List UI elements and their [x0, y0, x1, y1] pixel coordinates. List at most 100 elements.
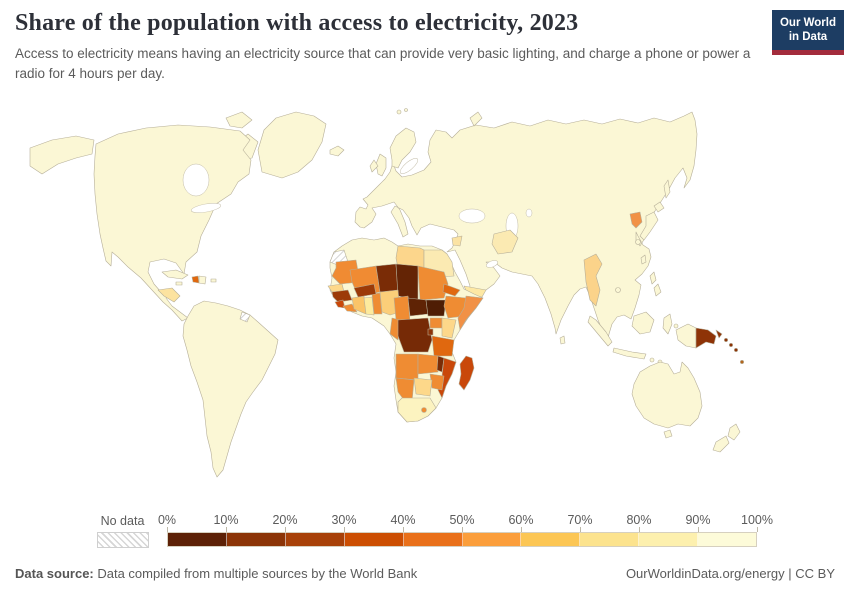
region-sulawesi[interactable]	[662, 313, 673, 335]
region-papua-new-guinea[interactable]	[695, 327, 717, 349]
region-togo-benin[interactable]	[371, 292, 383, 315]
region-zambia[interactable]	[417, 353, 439, 375]
region-taiwan[interactable]	[640, 254, 647, 265]
region-iceland[interactable]	[329, 145, 345, 157]
legend-bin-70-80%[interactable]	[580, 533, 640, 546]
region-canadian-arctic[interactable]	[225, 111, 253, 129]
region-central-african-republic[interactable]	[407, 297, 429, 317]
region-new-zealand-north[interactable]	[727, 423, 741, 441]
region-jamaica[interactable]	[175, 281, 183, 286]
region-haiti[interactable]	[191, 275, 200, 284]
region-afghanistan[interactable]	[491, 229, 519, 255]
region-svalbard[interactable]	[396, 109, 402, 115]
region-syria[interactable]	[451, 235, 463, 247]
region-japan-hokkaido[interactable]	[653, 201, 665, 213]
region-eritrea[interactable]	[442, 283, 461, 297]
region-new-guinea-west[interactable]	[675, 323, 697, 349]
region-south-africa[interactable]	[397, 397, 437, 423]
region-puerto-rico[interactable]	[210, 278, 217, 283]
region-tanzania[interactable]	[431, 335, 455, 357]
legend-bin-60-70%[interactable]	[521, 533, 581, 546]
region-greenland[interactable]	[257, 111, 327, 179]
legend-tick-label: 10%	[213, 513, 239, 527]
region-congo[interactable]	[389, 317, 401, 341]
region-central-america[interactable]	[157, 287, 181, 303]
legend-bin-20-30%[interactable]	[285, 533, 345, 546]
region-angola[interactable]	[395, 353, 419, 381]
region-liberia[interactable]	[342, 303, 358, 313]
owid-logo-line2: in Data	[788, 31, 828, 44]
region-somalia[interactable]	[457, 295, 484, 331]
legend-tick-label: 30%	[331, 513, 357, 527]
region-myanmar[interactable]	[583, 253, 603, 307]
region-scandinavia[interactable]	[389, 127, 417, 169]
legend-tick-mark	[226, 527, 227, 532]
world-map[interactable]	[0, 98, 850, 513]
region-java[interactable]	[612, 347, 647, 360]
region-eurasia[interactable]	[354, 111, 698, 344]
region-madagascar[interactable]	[458, 355, 475, 391]
region-australia[interactable]	[631, 361, 703, 429]
region-new-britain[interactable]	[715, 329, 723, 339]
region-lesotho[interactable]	[421, 407, 427, 413]
region-novaya-zemlya[interactable]	[469, 111, 483, 127]
region-japan-kyushu[interactable]	[635, 239, 641, 245]
region-burkina-faso[interactable]	[353, 283, 377, 298]
region-botswana[interactable]	[413, 377, 433, 397]
region-cuba[interactable]	[161, 269, 189, 280]
region-kenya[interactable]	[441, 317, 457, 339]
region-uganda[interactable]	[429, 317, 443, 329]
chart-header: Share of the population with access to e…	[15, 10, 775, 83]
owid-link[interactable]: OurWorldinData.org/energy | CC BY	[625, 566, 835, 581]
legend-bin-0-10%[interactable]	[168, 533, 227, 546]
legend-bin-30-40%[interactable]	[344, 533, 404, 546]
legend-bin-90-100%[interactable]	[698, 533, 757, 546]
legend-bin-10-20%[interactable]	[226, 533, 286, 546]
region-drc[interactable]	[397, 317, 433, 353]
region-cameroon[interactable]	[393, 295, 411, 323]
region-french-guiana[interactable]	[239, 311, 251, 323]
region-alaska[interactable]	[29, 135, 95, 175]
chart-footer: Data source: Data compiled from multiple…	[15, 566, 835, 581]
world-map-container	[0, 98, 850, 513]
region-hainan[interactable]	[615, 287, 621, 293]
owid-logo[interactable]: Our World in Data	[772, 10, 844, 55]
region-ghana[interactable]	[363, 296, 375, 316]
legend-tick-label: 80%	[626, 513, 652, 527]
legend-bin-50-60%[interactable]	[462, 533, 522, 546]
region-moluccas[interactable]	[673, 323, 679, 329]
region-dominican-republic[interactable]	[198, 275, 207, 285]
region-ireland[interactable]	[369, 159, 379, 173]
region-svalbard[interactable]	[404, 108, 408, 112]
region-tasmania[interactable]	[663, 429, 673, 439]
legend-bin-80-90%[interactable]	[639, 533, 699, 546]
region-vanuatu[interactable]	[739, 359, 744, 364]
region-niger[interactable]	[375, 263, 399, 293]
data-source-text: Data compiled from multiple sources by t…	[93, 566, 418, 581]
legend-color-bar[interactable]	[167, 532, 757, 547]
region-solomon-islands[interactable]	[723, 337, 728, 342]
region-solomon-islands[interactable]	[733, 347, 738, 352]
region-south-america[interactable]	[182, 300, 279, 478]
region-sri-lanka[interactable]	[559, 335, 566, 345]
region-solomon-islands[interactable]	[728, 342, 733, 347]
persian-gulf	[486, 260, 498, 268]
region-japan-honshu[interactable]	[639, 211, 659, 241]
region-rwanda-burundi[interactable]	[427, 328, 434, 336]
map-legend: No data 0% 10% 20% 30% 40% 50% 60% 70% 80% 90% 100…	[0, 512, 850, 554]
no-data-swatch[interactable]	[97, 532, 149, 548]
region-north-korea[interactable]	[629, 211, 643, 229]
region-sakhalin[interactable]	[663, 179, 671, 199]
region-sumatra[interactable]	[587, 315, 613, 347]
region-philippines[interactable]	[649, 271, 657, 285]
region-new-zealand-south[interactable]	[712, 435, 730, 453]
region-lesser-sunda[interactable]	[649, 357, 655, 363]
region-zimbabwe[interactable]	[429, 373, 445, 391]
region-malawi[interactable]	[436, 355, 445, 373]
region-philippines[interactable]	[653, 283, 662, 297]
legend-bin-40-50%[interactable]	[403, 533, 463, 546]
region-guinea[interactable]	[331, 289, 353, 303]
region-borneo[interactable]	[631, 311, 655, 335]
region-chad[interactable]	[395, 263, 419, 301]
region-south-sudan[interactable]	[425, 299, 447, 317]
